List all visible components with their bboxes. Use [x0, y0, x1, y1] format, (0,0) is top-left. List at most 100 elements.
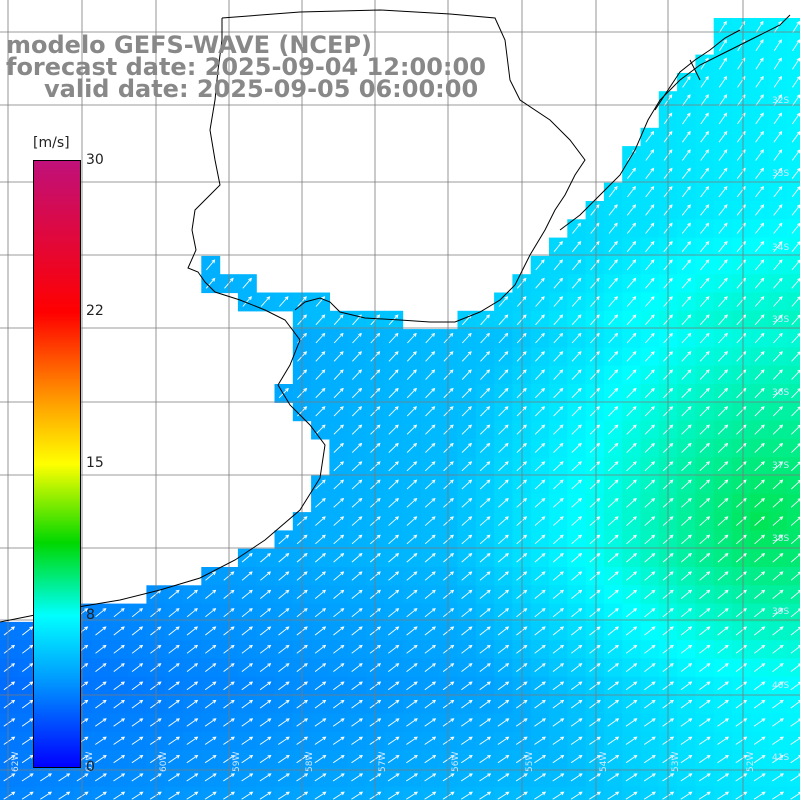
wind-arrow: [700, 204, 710, 216]
wind-arrow: [205, 571, 217, 581]
wind-arrow: [479, 644, 491, 654]
wind-arrow: [735, 608, 747, 618]
wind-arrow: [259, 626, 272, 636]
wind-arrow: [552, 736, 565, 745]
wind-cell: [256, 786, 276, 800]
wind-arrow: [644, 516, 656, 526]
lon-label: 55W: [525, 752, 535, 772]
wind-arrow: [644, 534, 656, 545]
wind-arrow: [718, 332, 728, 344]
wind-arrow: [571, 461, 582, 472]
wind-arrow: [480, 314, 490, 326]
wind-arrow: [626, 516, 637, 526]
wind-arrow: [315, 571, 326, 581]
wind-arrow: [753, 718, 766, 727]
wind-arrow: [333, 314, 344, 326]
wind-arrow: [607, 736, 620, 745]
wind-arrow: [479, 718, 492, 727]
wind-arrow: [773, 149, 783, 161]
wind-arrow: [241, 736, 254, 745]
wind-arrow: [388, 479, 399, 490]
wind-arrow: [570, 754, 583, 764]
wind-arrow: [699, 387, 710, 399]
wind-arrow: [406, 736, 418, 745]
wind-arrow: [204, 773, 217, 782]
wind-arrow: [589, 424, 601, 435]
wind-arrow: [351, 516, 363, 526]
wind-arrow: [589, 351, 600, 362]
wind-arrow: [553, 387, 564, 399]
wind-arrow: [515, 773, 528, 782]
wind-arrow: [754, 608, 766, 618]
lat-label: 41S: [772, 753, 789, 763]
wind-arrow: [772, 718, 784, 727]
wind-arrow: [515, 754, 528, 764]
wind-arrow: [608, 296, 618, 307]
wind-arrow: [22, 663, 34, 672]
wind-arrow: [241, 699, 254, 709]
wind-arrow: [150, 644, 162, 654]
wind-arrow: [535, 296, 545, 307]
wind-arrow: [497, 754, 510, 764]
wind-arrow: [516, 608, 528, 618]
wind-cell: [366, 786, 385, 800]
wind-arrow: [681, 571, 692, 581]
wind-arrow: [589, 461, 601, 472]
wind-arrow: [571, 644, 583, 654]
wind-arrow: [552, 571, 564, 581]
wind-arrow: [717, 406, 729, 417]
wind-arrow: [406, 442, 418, 453]
wind-arrow: [608, 369, 619, 380]
wind-arrow: [351, 718, 363, 727]
wind-arrow: [754, 442, 765, 453]
wind-cell: [786, 164, 800, 184]
wind-arrow: [515, 718, 528, 727]
wind-arrow: [279, 296, 289, 307]
wind-arrow: [608, 240, 618, 253]
wind-arrow: [773, 240, 783, 253]
wind-arrow: [479, 424, 491, 435]
wind-arrow: [186, 681, 199, 691]
wind-arrow: [113, 699, 125, 709]
wind-arrow: [736, 332, 747, 344]
wind-arrow: [351, 699, 363, 709]
wind-arrow: [736, 424, 747, 435]
wind-arrow: [3, 718, 16, 727]
wind-arrow: [735, 644, 748, 654]
wind-arrow: [424, 516, 436, 526]
wind-arrow: [3, 773, 16, 782]
wind-arrow: [278, 387, 289, 399]
wind-arrow: [498, 571, 509, 581]
wind-arrow: [607, 534, 619, 545]
wind-arrow: [3, 736, 16, 745]
wind-arrow: [460, 791, 473, 800]
wind-arrow: [717, 608, 729, 618]
wind-arrow: [150, 681, 162, 691]
wind-arrow: [552, 516, 564, 526]
wind-arrow: [534, 791, 547, 800]
wind-arrow: [755, 204, 765, 216]
wind-arrow: [625, 773, 638, 782]
wind-cell: [786, 310, 800, 330]
wind-arrow: [735, 718, 748, 727]
wind-arrow: [699, 699, 711, 709]
wind-arrow: [553, 534, 564, 545]
wind-arrow: [333, 332, 344, 344]
wind-cell: [36, 786, 56, 800]
wind-arrow: [699, 479, 710, 490]
wind-arrow: [131, 608, 144, 618]
wind-cell: [786, 274, 800, 294]
wind-arrow: [534, 387, 546, 399]
wind-arrow: [589, 644, 601, 654]
wind-arrow: [699, 296, 710, 307]
wind-arrow: [735, 589, 747, 599]
wind-arrow: [608, 332, 619, 344]
wind-cell: [786, 255, 800, 275]
wind-arrow: [388, 571, 400, 581]
wind-cell: [786, 54, 800, 74]
wind-arrow: [680, 736, 693, 745]
wind-arrow: [387, 718, 400, 727]
wind-arrow: [736, 296, 747, 307]
wind-arrow: [480, 369, 491, 380]
wind-cell: [237, 786, 257, 800]
